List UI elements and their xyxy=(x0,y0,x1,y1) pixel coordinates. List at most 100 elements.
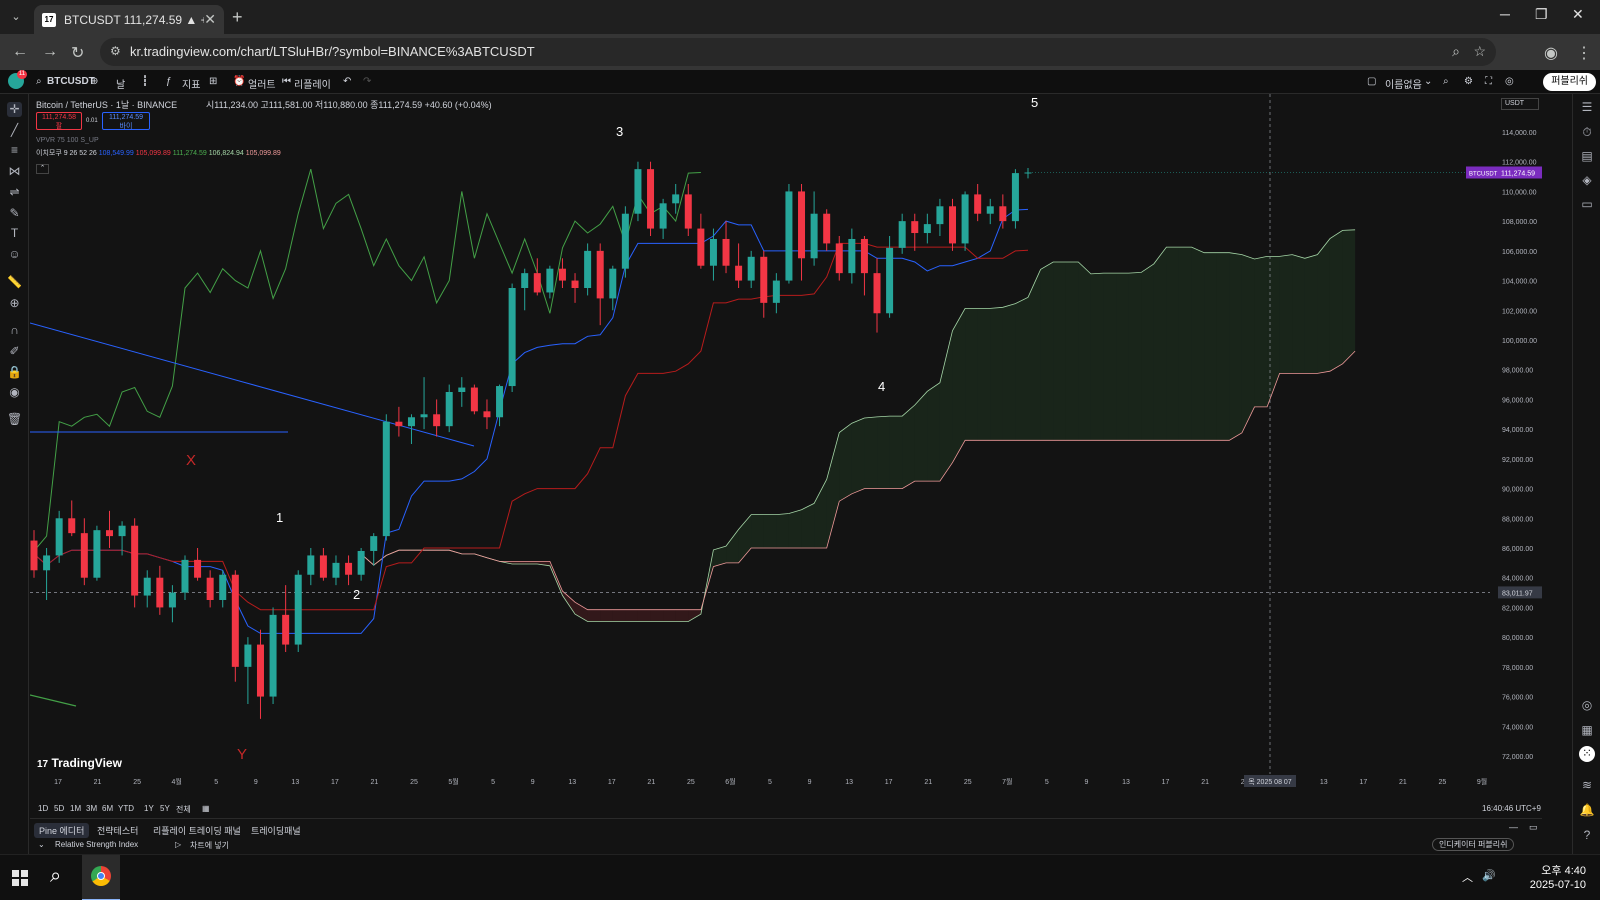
play-icon[interactable]: ▷ xyxy=(175,840,182,849)
chat-icon[interactable]: ▭ xyxy=(1581,197,1593,211)
news-icon[interactable]: ▤ xyxy=(1581,149,1593,163)
browser-menu-icon[interactable]: ⋮ xyxy=(1576,45,1592,62)
window-close-icon[interactable]: ✕ xyxy=(1572,6,1584,22)
fullscreen-icon[interactable]: ⛶ xyxy=(1485,76,1492,87)
profile-icon[interactable]: ◉ xyxy=(1544,45,1558,62)
windows-start-icon[interactable] xyxy=(12,870,28,886)
minimize-icon[interactable]: ─ xyxy=(1500,6,1510,22)
zoom-icon[interactable]: ⌕ xyxy=(1452,43,1460,59)
quick-search-icon[interactable]: ⌕ xyxy=(1443,76,1449,87)
indicator-publish-button[interactable]: 인디케이터 퍼블리쉬 xyxy=(1432,838,1515,851)
back-icon[interactable]: ← xyxy=(12,43,28,60)
brush-icon[interactable]: ✎ xyxy=(9,206,20,220)
compare-symbol-icon[interactable]: ⊕ xyxy=(90,76,99,87)
go-to-date-icon[interactable]: ▦ xyxy=(202,804,210,813)
notification-bell-icon[interactable]: 🔔 xyxy=(1579,803,1595,817)
maximize-panel-icon[interactable]: ▭ xyxy=(1529,822,1538,832)
snapshot-icon[interactable]: ◎ xyxy=(1505,76,1514,87)
currency-select[interactable]: USDT xyxy=(1501,98,1539,110)
settings-icon[interactable]: ⚙ xyxy=(1464,76,1473,87)
browser-tab[interactable]: 17 BTCUSDT 111,274.59 ▲ +0.04 ✕ xyxy=(34,5,224,34)
restore-icon[interactable]: ❐ xyxy=(1535,6,1548,22)
fib-icon[interactable]: ≡ xyxy=(10,143,18,157)
collapse-legend-icon[interactable]: ⌃ xyxy=(36,164,49,174)
text-icon[interactable]: T xyxy=(10,226,19,240)
forward-icon[interactable]: → xyxy=(42,43,58,60)
volume-icon[interactable]: 🔊 xyxy=(1482,870,1496,882)
watchlist-icon[interactable]: ☰ xyxy=(1581,100,1593,114)
alert-button[interactable]: 얼러트 xyxy=(248,80,276,91)
crosshair-icon[interactable]: ✛ xyxy=(7,102,22,117)
tab-strategy-tester[interactable]: 전략테스터 xyxy=(97,826,139,836)
chrome-taskbar-button[interactable] xyxy=(82,855,120,900)
taskbar-clock[interactable]: 오후 4:40 2025-07-10 xyxy=(1530,864,1586,892)
tab-replay-panel[interactable]: 리플레이 트레이딩 패널 xyxy=(153,826,241,836)
publish-button[interactable]: 퍼블리쉬 xyxy=(1543,73,1596,91)
range-button[interactable]: 1M xyxy=(70,804,82,813)
price-chart[interactable]: 114,000.00 112,000.00 110,000.00 108,000.00… xyxy=(30,94,1542,800)
sell-button[interactable]: 111,274.58 팔 xyxy=(36,112,82,130)
visibility-icon[interactable]: ◉ xyxy=(9,385,20,399)
candle-body xyxy=(231,574,239,667)
symbol-search-icon[interactable]: ⌕ xyxy=(36,76,42,87)
indicators-button[interactable]: 지표 xyxy=(182,80,201,91)
pattern-icon[interactable]: ⋈ xyxy=(8,164,21,178)
reload-icon[interactable]: ↻ xyxy=(71,45,85,62)
tab-pine-editor[interactable]: Pine 에디터 xyxy=(34,823,90,838)
layers-icon[interactable]: ◈ xyxy=(1582,173,1592,187)
lock-icon[interactable]: 🔒 xyxy=(7,365,22,379)
ruler-icon[interactable]: 📏 xyxy=(7,275,22,289)
range-button[interactable]: 전체 xyxy=(176,805,191,814)
range-button[interactable]: 3M xyxy=(86,804,98,813)
stay-drawing-icon[interactable]: ✐ xyxy=(9,344,20,358)
templates-icon[interactable]: ⊞ xyxy=(209,76,218,87)
signal-icon[interactable]: ≋ xyxy=(1581,778,1593,792)
candle-body xyxy=(722,238,730,266)
range-button[interactable]: YTD xyxy=(118,804,134,813)
candle-type-icon[interactable]: ┇ xyxy=(142,76,149,87)
range-button[interactable]: 1D xyxy=(38,804,49,813)
trend-line-icon[interactable]: ╱ xyxy=(10,123,19,137)
rsi-collapse-icon[interactable]: ⌄ xyxy=(38,840,45,849)
site-info-icon[interactable]: ⚙ xyxy=(110,44,121,58)
symbol-search-button[interactable]: BTCUSDT xyxy=(47,76,95,87)
replay-button[interactable]: 리플레이 xyxy=(294,80,331,91)
tab-trading-panel[interactable]: 트레이딩패널 xyxy=(251,826,301,836)
new-tab-icon[interactable]: + xyxy=(232,7,243,27)
range-button[interactable]: 5Y xyxy=(160,804,170,813)
kumo-cloud-segment xyxy=(914,391,928,482)
address-bar[interactable]: ⚙ kr.tradingview.com/chart/LTSluHBr/?sym… xyxy=(100,38,1496,66)
search-icon[interactable]: ⌕ xyxy=(50,865,62,887)
indicators-icon[interactable]: ƒ xyxy=(166,76,172,87)
layout-icon[interactable]: ▢ xyxy=(1367,76,1377,87)
utc-time[interactable]: 16:40:46 UTC+9 xyxy=(1482,804,1541,813)
apps-icon[interactable]: ⁙ xyxy=(1579,746,1595,762)
replay-icon[interactable]: ⏮ xyxy=(282,76,291,87)
zoom-in-icon[interactable]: ⊕ xyxy=(9,296,20,310)
add-to-chart-button[interactable]: 차트에 넣기 xyxy=(190,841,230,850)
candle-body xyxy=(961,194,969,244)
trash-icon[interactable]: 🗑 xyxy=(7,412,23,426)
range-button[interactable]: 1Y xyxy=(144,804,154,813)
close-tab-icon[interactable]: ✕ xyxy=(204,11,216,27)
undo-icon[interactable]: ↶ xyxy=(343,76,352,87)
emoji-icon[interactable]: ☺ xyxy=(8,247,21,261)
bookmark-star-icon[interactable]: ☆ xyxy=(1473,43,1486,59)
range-button[interactable]: 5D xyxy=(54,804,65,813)
range-button[interactable]: 6M xyxy=(102,804,114,813)
tray-chevron-icon[interactable]: ︿ xyxy=(1462,872,1473,884)
magnet-icon[interactable]: ∩ xyxy=(10,323,19,337)
layout-name-button[interactable]: 이름없음 xyxy=(1385,80,1422,91)
alert-icon[interactable]: ⏰ xyxy=(233,76,246,87)
tab-search-icon[interactable]: ⌄ xyxy=(11,11,21,23)
interval-button[interactable]: 날 xyxy=(116,80,126,91)
layout-menu-chevron-icon[interactable]: ⌄ xyxy=(1424,76,1433,87)
calendar-icon[interactable]: ▦ xyxy=(1581,723,1593,737)
alerts-clock-icon[interactable]: ⏱ xyxy=(1582,125,1592,139)
redo-icon[interactable]: ↷ xyxy=(363,76,372,87)
help-icon[interactable]: ? xyxy=(1583,828,1591,842)
forecast-icon[interactable]: ⇌ xyxy=(9,185,20,199)
minimize-panel-icon[interactable]: — xyxy=(1509,822,1518,832)
buy-button[interactable]: 111,274.59 바이 xyxy=(102,112,150,130)
target-icon[interactable]: ◎ xyxy=(1581,698,1593,712)
